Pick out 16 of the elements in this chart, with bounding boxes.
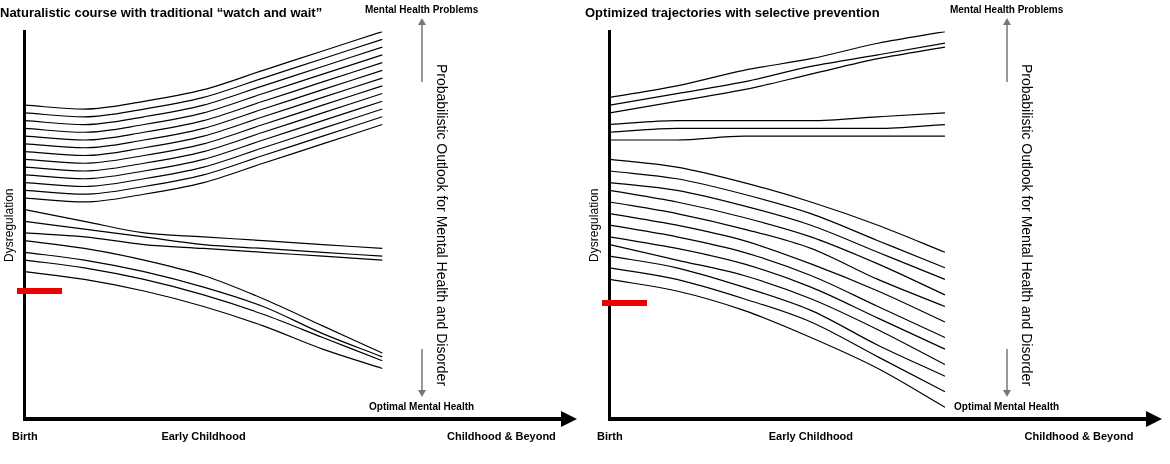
x-tick-label: Early Childhood xyxy=(161,430,246,443)
x-tick-label: Early Childhood xyxy=(768,430,854,443)
x-tick-label: Birth xyxy=(12,430,38,443)
x-tick-label: Birth xyxy=(597,430,623,443)
y-axis-title: Dysregulation xyxy=(1,188,16,262)
annotation: Probabilistic Outlook for Mental Health and Disorder xyxy=(1018,64,1035,387)
annotation: Optimal Mental Health xyxy=(954,400,1060,412)
chart-title: Optimized trajectories with selective prevention xyxy=(585,5,880,21)
annotation: Optimal Mental Health xyxy=(369,400,475,412)
x-tick-label: Childhood & Beyond xyxy=(447,430,556,443)
y-axis-title: Dysregulation xyxy=(586,188,601,262)
text: Mental Health Problems xyxy=(949,3,1064,15)
x-tick-label: Childhood & Beyond xyxy=(1024,430,1134,443)
text: Mental Health Problems xyxy=(364,3,479,15)
chart-title: Naturalistic course with traditional “watch and wait” xyxy=(0,5,323,21)
annotation: Probabilistic Outlook for Mental Health and Disorder xyxy=(433,64,450,387)
